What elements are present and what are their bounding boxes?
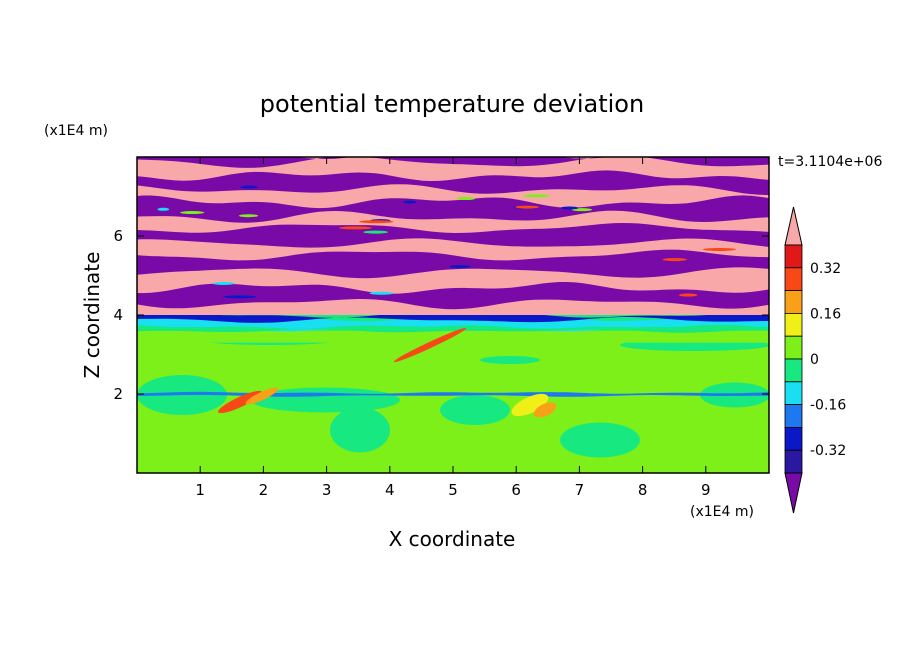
y-tick-label: 4 [113,306,123,324]
contour-band [137,282,769,310]
contour-band [137,324,769,333]
y-tick-label: 2 [113,385,123,403]
x-tick-label: 6 [511,481,521,499]
y-unit-label: (x1E4 m) [44,123,108,139]
contour-field [137,157,769,473]
contour-patch [240,185,258,189]
contour-patch [571,208,593,212]
colorbar-label: 0.16 [810,306,841,322]
colorbar-box [784,358,803,383]
x-tick-label: 4 [385,481,395,499]
contour-patch [330,407,390,453]
colorbar: 0.32 0.16 0 -0.16 -0.32 [784,206,846,514]
contour-band [137,391,769,397]
contour-patch [702,247,736,251]
y-tick-label: 6 [113,227,123,245]
contour-patch [180,211,205,215]
contour-band [137,249,769,279]
contour-patch [222,295,257,299]
contour-patch [678,293,698,297]
x-tick-label: 1 [195,481,205,499]
contour-band [137,195,769,223]
contour-patch [480,356,540,364]
x-tick-label: 7 [575,481,585,499]
contour-band [137,170,769,195]
contour-band [137,312,769,323]
contour-patch [560,422,640,458]
contour-patch [218,390,262,414]
colorbar-box [784,426,803,451]
contour-patch [456,197,476,201]
contour-patch [511,393,549,417]
time-label: t=3.1104e+06 [778,154,882,170]
x-tick-label: 8 [638,481,648,499]
x-tick-label: 3 [322,481,332,499]
colorbar-bottom-arrow [784,472,803,514]
contour-patch [363,230,389,234]
contour-patch [157,207,170,211]
colorbar-box [784,267,803,291]
contour-patch [369,291,394,295]
colorbar-label: -0.32 [810,443,846,459]
colorbar-label: 0 [810,352,819,368]
colorbar-top-arrow [784,206,803,246]
contour-patch [338,226,372,230]
colorbar-box [784,449,803,474]
x-unit-label: (x1E4 m) [690,504,754,520]
contour-patch [515,205,539,209]
x-tick-label: 9 [701,481,711,499]
contour-patch [533,402,557,418]
colorbar-label: 0.32 [810,261,841,277]
contour-patch [212,281,235,285]
colorbar-box [784,290,803,314]
contour-patch [393,327,467,363]
x-axis-label: X coordinate [389,527,516,551]
x-tick-label: 5 [448,481,458,499]
contour-patch [239,214,259,218]
contour-patch [560,206,579,210]
contour-patch [359,220,394,224]
contour-band [137,223,769,248]
colorbar-box [784,244,803,269]
y-axis-label: Z coordinate [80,252,104,379]
x-tick-label: 2 [259,481,269,499]
colorbar-box [784,312,803,337]
colorbar-box [784,335,803,360]
contour-patch [440,395,510,425]
colorbar-box [784,381,803,405]
colorbar-box [784,404,803,428]
contour-patch [245,387,279,405]
contour-patch [403,200,417,204]
contour-patch [449,265,471,269]
contour-patch [523,194,550,198]
chart-title: potential temperature deviation [260,90,644,118]
colorbar-label: -0.16 [810,398,846,414]
contour-patch [662,258,688,262]
